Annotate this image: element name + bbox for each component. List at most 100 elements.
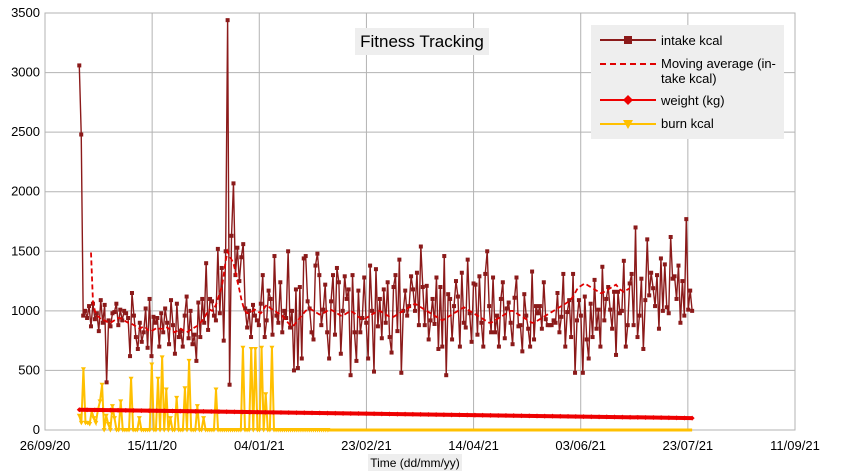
intake-point	[186, 336, 191, 341]
intake-point	[231, 181, 236, 186]
intake-point	[291, 368, 296, 373]
weight-point	[565, 413, 571, 419]
x-tick-label: 03/06/21	[555, 438, 606, 453]
intake-point	[243, 306, 248, 311]
intake-point	[167, 342, 172, 347]
intake-point	[108, 324, 113, 329]
intake-point	[331, 273, 336, 278]
intake-point	[619, 308, 624, 313]
burn-point	[211, 428, 217, 433]
intake-point	[426, 337, 431, 342]
weight-point	[480, 412, 486, 418]
intake-point	[514, 275, 519, 280]
intake-point	[198, 335, 203, 340]
x-tick-label: 23/07/21	[663, 438, 714, 453]
intake-point	[141, 330, 146, 335]
intake-point	[313, 263, 318, 268]
intake-point	[311, 337, 316, 342]
intake-point	[83, 308, 88, 313]
intake-point	[416, 323, 421, 328]
intake-point	[600, 264, 605, 269]
weight-point	[487, 412, 493, 418]
intake-point	[407, 304, 412, 309]
intake-point	[430, 296, 435, 301]
intake-point	[586, 356, 591, 361]
weight-point	[449, 412, 455, 418]
intake-point	[169, 298, 174, 303]
intake-point	[578, 313, 583, 318]
burn-point	[194, 404, 200, 409]
intake-point	[373, 267, 378, 272]
intake-point	[561, 271, 566, 276]
intake-point	[87, 304, 92, 309]
weight-point	[185, 408, 191, 414]
weight-point	[92, 407, 98, 413]
intake-point	[309, 330, 314, 335]
intake-point	[647, 293, 652, 298]
weight-point	[643, 414, 649, 420]
intake-point	[534, 304, 539, 309]
intake-point	[479, 320, 484, 325]
burn-point	[85, 420, 91, 426]
weight-point	[247, 409, 253, 415]
intake-point	[247, 308, 252, 313]
intake-point	[614, 352, 619, 357]
intake-point	[594, 326, 599, 331]
burn-point	[109, 404, 115, 409]
intake-point	[662, 262, 667, 267]
intake-point	[178, 329, 183, 334]
intake-point	[526, 326, 531, 331]
intake-point	[656, 326, 661, 331]
intake-point	[557, 330, 562, 335]
intake-point	[604, 296, 609, 301]
intake-point	[77, 63, 82, 68]
intake-point	[555, 290, 560, 295]
intake-point	[151, 314, 156, 319]
burn-point	[112, 416, 117, 421]
burn-point	[159, 355, 165, 360]
intake-point	[126, 316, 131, 321]
weight-point	[581, 414, 587, 420]
intake-point	[323, 282, 328, 287]
intake-point	[135, 346, 140, 351]
burn-point	[174, 395, 180, 401]
intake-point	[658, 256, 663, 261]
intake-point	[280, 330, 285, 335]
intake-point	[114, 301, 119, 306]
weight-point	[387, 411, 393, 417]
burn-point	[93, 420, 99, 426]
intake-point	[362, 275, 367, 280]
intake-point	[116, 323, 121, 328]
intake-point	[442, 254, 447, 259]
intake-point	[489, 330, 494, 335]
intake-point	[610, 326, 615, 331]
intake-point	[210, 299, 215, 304]
burn-point	[105, 422, 111, 427]
weight-point	[200, 408, 206, 414]
burn-point	[238, 428, 244, 433]
intake-point	[88, 324, 93, 329]
intake-point	[432, 321, 437, 326]
intake-point	[196, 300, 201, 305]
intake-point	[327, 356, 332, 361]
intake-point	[639, 276, 644, 281]
intake-point	[282, 308, 287, 313]
y-tick-label: 2000	[11, 184, 40, 199]
intake-point	[348, 373, 353, 378]
intake-point	[428, 318, 433, 323]
intake-point	[461, 320, 466, 325]
intake-point	[422, 323, 427, 328]
weight-point	[596, 414, 602, 420]
intake-point	[670, 276, 675, 281]
weight-point	[472, 412, 478, 418]
intake-point	[518, 323, 523, 328]
x-tick-label: 15/11/20	[127, 438, 177, 453]
burn-point	[172, 428, 178, 433]
intake-point	[453, 279, 458, 284]
intake-point	[81, 313, 86, 318]
intake-point	[182, 313, 187, 318]
intake-point	[161, 330, 166, 335]
intake-point	[621, 258, 626, 263]
burn-point	[134, 428, 140, 433]
intake-point	[436, 346, 441, 351]
